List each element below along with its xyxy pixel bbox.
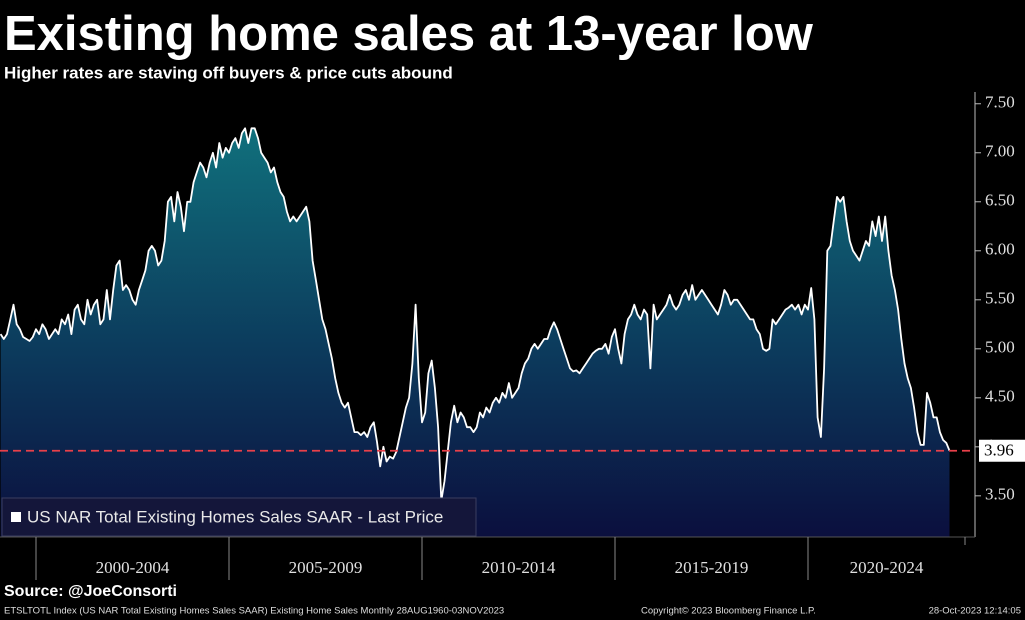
legend-swatch [11, 512, 21, 522]
area-fill [0, 128, 950, 538]
line [0, 127, 951, 502]
x-tick-label: 2000-2004 [96, 558, 170, 577]
last-price-label: 3.96 [984, 441, 1014, 460]
x-tick-label: 2015-2019 [675, 558, 749, 577]
footer-right: 28-Oct-2023 12:14:05 [929, 606, 1021, 617]
chart-title: Existing home sales at 13-year low [4, 7, 814, 61]
y-tick-label: 5.00 [985, 338, 1015, 357]
y-tick-label: 6.00 [985, 240, 1015, 259]
x-tick-label: 2010-2014 [482, 558, 556, 577]
last-price-tag [979, 439, 1025, 462]
plot-area: US NAR Total Existing Homes Sales SAAR -… [0, 92, 1025, 580]
x-tick-label: 2005-2009 [289, 558, 363, 577]
y-tick-label: 7.00 [985, 142, 1015, 161]
subtitle: Higher rates are staving off buyers & pr… [4, 63, 453, 82]
source: Source: @JoeConsorti [4, 583, 177, 600]
y-tick-label: 4.50 [985, 387, 1015, 406]
legend-label: US NAR Total Existing Homes Sales SAAR -… [27, 507, 443, 526]
x-tick-label: 2020-2024 [850, 558, 924, 577]
footer-center: Copyright© 2023 Bloomberg Finance L.P. [641, 606, 816, 617]
footer-left: ETSLTOTL Index (US NAR Total Existing Ho… [4, 606, 504, 617]
y-tick-label: 3.50 [985, 485, 1015, 504]
y-tick-label: 6.50 [985, 191, 1015, 210]
legend-box [1, 497, 477, 537]
y-tick-label: 5.50 [985, 289, 1015, 308]
y-tick-label: 7.50 [985, 93, 1015, 112]
